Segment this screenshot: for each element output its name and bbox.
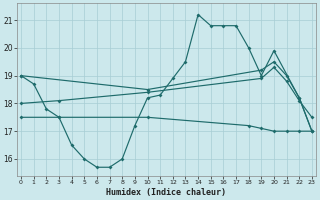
X-axis label: Humidex (Indice chaleur): Humidex (Indice chaleur) <box>107 188 227 197</box>
